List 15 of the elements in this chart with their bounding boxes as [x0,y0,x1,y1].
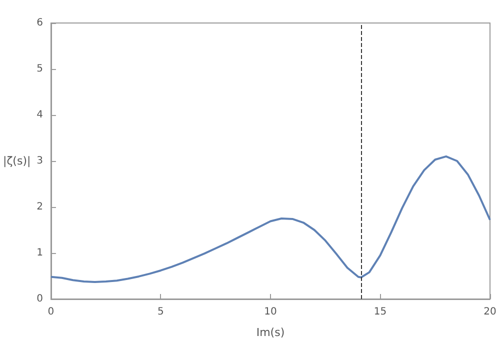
x-axis-title: Im(s) [256,326,285,339]
x-tick-label: 20 [484,306,496,318]
y-tick-label: 5 [36,64,43,74]
y-tick-label: 4 [36,110,43,120]
y-tick-label: 1 [36,248,43,258]
y-tick-label: 0 [36,294,43,304]
y-tick-label: 2 [36,202,43,212]
y-tick-label: 3 [36,156,43,166]
x-tick-label: 15 [374,306,387,318]
y-axis-title: |ζ(s)| [2,154,31,168]
y-tick-label: 6 [36,18,43,28]
x-tick-label: 0 [48,306,54,318]
x-tick-label: 5 [158,306,164,318]
x-tick-label: 10 [264,306,277,318]
line-series [50,155,491,283]
